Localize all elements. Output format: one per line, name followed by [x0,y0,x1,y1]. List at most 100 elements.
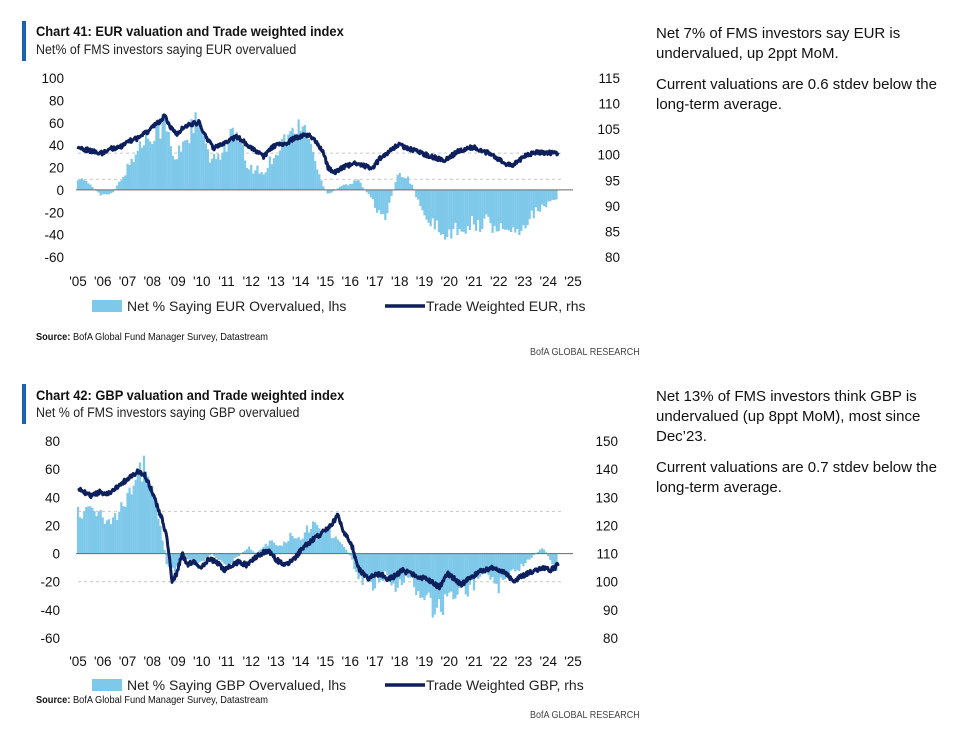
bar [103,523,106,554]
bar [452,189,455,230]
bar [213,553,216,557]
bar [481,189,484,229]
title-accent-bar [22,384,26,424]
x-tick-label: '20 [440,274,458,289]
bar [526,189,529,226]
bar [231,553,234,562]
bar [243,550,247,554]
bar [361,187,364,190]
eur-chart-panel: Chart 41: EUR valuation and Trade weight… [0,0,970,370]
bar [522,553,525,567]
bar [159,138,162,190]
bar [545,189,548,208]
y-left-tick-label: 60 [45,462,60,477]
commentary-paragraph: Current valuations are 0.7 stdev below t… [656,459,937,496]
bar [128,487,131,554]
y-left-tick-label: -40 [44,228,64,243]
bar [237,553,240,556]
bar [441,189,445,235]
bar [411,184,414,190]
bar [462,553,465,587]
x-tick-label: '12 [242,654,260,669]
bar [538,189,542,212]
bar [190,553,193,561]
bar [134,154,137,190]
bar [413,553,416,588]
bar [276,545,280,554]
bar [520,189,523,231]
bar [392,553,395,584]
bar [536,552,540,554]
bar [109,189,113,194]
bar [464,189,467,234]
bar [260,172,263,190]
bar [462,189,465,232]
bar [157,123,160,190]
bar [332,189,335,191]
bar [229,553,232,565]
bar [489,189,492,224]
bar [421,189,424,211]
x-tick-label: '14 [292,274,310,289]
bar [472,189,476,225]
bar [262,174,265,190]
commentary-paragraph: Net 7% of FMS investors say EUR is under… [656,25,901,62]
bar [536,189,540,212]
bar [163,550,166,554]
bar [369,189,372,198]
y-left-tick-label: 0 [56,183,64,198]
bar [219,159,222,190]
bar [365,189,368,193]
bar [215,553,218,558]
bar [345,549,348,554]
bar [293,133,296,190]
bar [184,140,187,190]
x-tick-label: '21 [465,274,483,289]
bar [526,553,529,560]
bar [252,551,255,554]
bar [105,189,108,195]
x-tick-label: '14 [292,654,310,669]
bar [382,189,385,215]
x-tick-label: '22 [490,274,508,289]
y-right-tick-label: 120 [595,518,618,533]
y-right-tick-label: 110 [596,547,618,562]
bar [186,553,189,560]
bar [485,189,488,215]
bar [322,186,325,190]
bar [237,141,240,190]
bar [268,540,271,554]
bar [177,145,181,190]
bar [487,553,490,576]
bar [479,189,482,232]
eur-chart: -60 -40 -20 0 20 40 60 80 100 80 85 90 95 100 105 110 11… [41,71,620,314]
bar [353,553,356,570]
bar [380,189,383,215]
bar [450,189,453,239]
bar [202,132,205,190]
bar [499,553,502,578]
y-right-tick-label: 100 [595,575,618,590]
bar [307,139,311,190]
bar [198,128,201,190]
bar [134,479,137,554]
bar [312,151,315,190]
bar [342,184,346,190]
y-right-tick-label: 90 [603,603,618,618]
bar [167,131,170,190]
bar [555,189,558,200]
bar [553,189,556,200]
bar [468,189,471,231]
bar [175,159,179,190]
bar [289,131,292,190]
bar [122,506,125,554]
bar [192,553,195,564]
bar [408,183,412,190]
bar [161,540,164,554]
bar [81,178,84,190]
bar [235,132,238,190]
bar [136,468,139,554]
bar [155,506,158,554]
bar [419,189,422,207]
bar [320,530,323,554]
